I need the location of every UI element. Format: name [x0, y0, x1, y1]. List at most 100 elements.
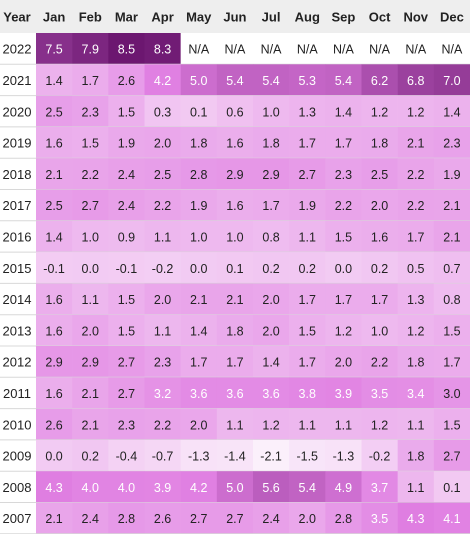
- cell-value: 2.8: [118, 512, 135, 526]
- heatmap-cell: [36, 283, 73, 315]
- cell-value: 1.5: [82, 137, 99, 151]
- heatmap-cell: [72, 189, 109, 222]
- cell-value: 1.8: [226, 324, 243, 338]
- cell-value: 1.4: [45, 230, 62, 244]
- heatmap-cell: [36, 189, 73, 222]
- row-2019: 2019 1.6 1.5 1.9 2.0 1.8 1.6 1.8 1.7 1.7 1.8 2.1 2.3: [0, 126, 470, 159]
- heatmap-cell: [325, 439, 362, 472]
- heatmap-cell: [433, 158, 470, 190]
- cell-value: -1.4: [224, 450, 246, 464]
- cell-value: 2.3: [443, 137, 460, 151]
- heatmap-cell: [72, 252, 109, 284]
- cell-value: 5.0: [190, 74, 207, 88]
- heatmap-cell: [216, 314, 254, 347]
- cell-value: 4.2: [190, 481, 207, 495]
- heatmap-cell: [325, 502, 362, 534]
- heatmap-cell: [216, 502, 254, 534]
- heatmap-cell: [253, 283, 290, 315]
- cell-value: 3.4: [407, 387, 424, 401]
- heatmap-cell: [361, 220, 398, 253]
- heatmap-cell: [361, 408, 398, 441]
- cell-value: -0.4: [116, 450, 138, 464]
- heatmap-cell: [253, 252, 290, 284]
- cell-value: 7.0: [443, 74, 460, 88]
- heatmap-cell: [144, 189, 181, 222]
- heatmap-cell: [180, 408, 218, 441]
- heatmap-cell: [72, 346, 109, 378]
- cell-value: 1.6: [45, 293, 62, 307]
- row-2009: 2009 0.0 0.2 -0.4 -0.7 -1.3 -1.4 -2.1 -1.5 -1.3 -0…: [0, 439, 470, 472]
- heatmap-cell: [72, 33, 109, 65]
- header-background: [0, 0, 470, 33]
- cell-value: 1.7: [443, 356, 460, 370]
- row-2020: 2020 2.5 2.3 1.5 0.3 0.1 0.6 1.0 1.3 1.4 1.2 1.2 1.4: [0, 95, 470, 128]
- cell-value: 5.3: [299, 74, 316, 88]
- cell-value: -0.7: [152, 450, 174, 464]
- heatmap-cell: [180, 377, 218, 409]
- heatmap-cell: [253, 314, 290, 347]
- heatmap-cell: [289, 502, 326, 534]
- heatmap-cell: [433, 502, 470, 534]
- heatmap-cell: [289, 33, 326, 65]
- heatmap-cell: [397, 33, 435, 65]
- cell-value: N/A: [405, 43, 427, 57]
- heatmap-cell: [108, 283, 145, 315]
- heatmap-cell: [216, 95, 254, 128]
- cell-value: 0.0: [335, 262, 352, 276]
- heatmap-cell: [108, 126, 145, 159]
- heatmap-cell: [36, 95, 73, 128]
- cell-value: 2.4: [82, 512, 99, 526]
- heatmap-cell: [108, 502, 145, 534]
- heatmap-cell: [108, 158, 145, 190]
- cell-value: 1.1: [407, 418, 424, 432]
- heatmap-cell: [253, 502, 290, 534]
- cell-value: 1.6: [45, 324, 62, 338]
- cell-value: 0.9: [118, 230, 135, 244]
- heatmap-cell: [180, 252, 218, 284]
- heatmap-cell: [180, 95, 218, 128]
- heatmap-cell: [253, 189, 290, 222]
- cell-value: 0.5: [407, 262, 424, 276]
- heatmap-cell: [180, 33, 218, 65]
- heatmap-cell: [289, 158, 326, 190]
- cell-value: 1.7: [335, 137, 352, 151]
- heatmap-cell: [144, 283, 181, 315]
- heatmap-cell: [289, 377, 326, 409]
- year-label: 2016: [3, 229, 32, 244]
- heatmap-cell: [397, 439, 435, 472]
- year-label: 2013: [3, 323, 32, 338]
- header-month-jun: Jun: [223, 10, 246, 25]
- cell-value: 2.5: [45, 199, 62, 213]
- heatmap-cell: [433, 346, 470, 378]
- cell-value: 1.4: [443, 105, 460, 119]
- heatmap-cell: [72, 95, 109, 128]
- cell-value: 2.0: [82, 324, 99, 338]
- cell-value: 3.5: [371, 512, 388, 526]
- cell-value: 2.8: [335, 512, 352, 526]
- cell-value: 4.3: [45, 481, 62, 495]
- cell-value: 1.8: [262, 137, 279, 151]
- year-label: 2020: [3, 104, 32, 119]
- heatmap-cell: [253, 408, 290, 441]
- cell-value: 0.2: [262, 262, 279, 276]
- heatmap-cell: [289, 189, 326, 222]
- header-month-dec: Dec: [440, 10, 464, 25]
- cell-value: 6.8: [407, 74, 424, 88]
- cell-value: 2.4: [118, 168, 135, 182]
- cell-value: 2.1: [443, 230, 460, 244]
- year-label: 2021: [3, 73, 32, 88]
- heatmap-cell: [253, 471, 290, 503]
- cell-value: 0.0: [45, 450, 62, 464]
- heatmap-cell: [180, 502, 218, 534]
- cell-value: 0.1: [443, 481, 460, 495]
- cell-value: 2.2: [154, 199, 171, 213]
- cell-value: 1.7: [82, 74, 99, 88]
- cell-value: 4.9: [335, 481, 352, 495]
- row-2014: 2014 1.6 1.1 1.5 2.0 2.1 2.1 2.0 1.7 1.7 1.7 1.3 0.8: [0, 283, 470, 316]
- cell-value: 2.0: [335, 356, 352, 370]
- cell-value: 1.8: [407, 450, 424, 464]
- heatmap-cell: [361, 283, 398, 315]
- cell-value: 8.5: [118, 43, 135, 57]
- cell-value: 2.0: [299, 512, 316, 526]
- cell-value: 1.4: [45, 74, 62, 88]
